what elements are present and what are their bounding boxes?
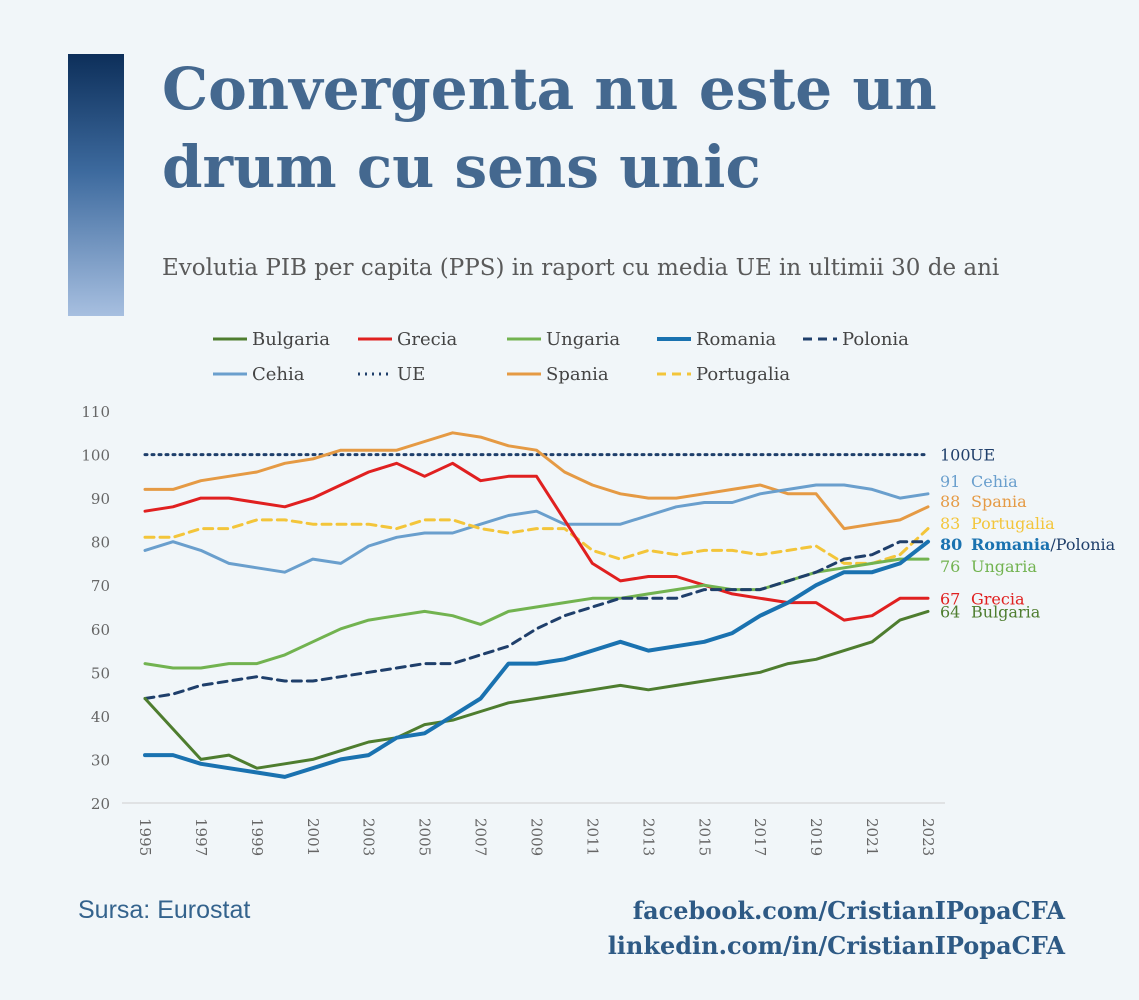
y-tick-label: 40 xyxy=(91,708,110,726)
linkedin-link[interactable]: linkedin.com/in/CristianIPopaCFA xyxy=(607,931,1065,960)
y-tick-label: 20 xyxy=(91,795,110,813)
end-label-value: 67 xyxy=(940,589,960,608)
x-tick-label: 2023 xyxy=(919,818,937,856)
end-label-name-2: /Polonia xyxy=(1050,535,1115,554)
legend-label-cehia: Cehia xyxy=(252,364,305,385)
y-tick-label: 110 xyxy=(81,403,110,421)
legend-label-grecia: Grecia xyxy=(397,329,457,350)
x-tick-label: 2013 xyxy=(639,818,657,856)
legend-label-ue: UE xyxy=(397,364,425,385)
end-label-name: Romania xyxy=(971,535,1050,554)
x-tick-label: 1997 xyxy=(192,818,210,856)
x-tick-label: 2005 xyxy=(416,818,434,856)
accent-bar xyxy=(68,54,124,316)
facebook-link[interactable]: facebook.com/CristianIPopaCFA xyxy=(632,896,1065,925)
y-tick-label: 70 xyxy=(91,577,110,595)
x-tick-label: 2007 xyxy=(472,818,490,856)
end-label-name: Portugalia xyxy=(971,514,1055,533)
y-tick-label: 60 xyxy=(91,621,110,639)
y-tick-label: 100 xyxy=(81,447,110,465)
end-label-value: 100 xyxy=(940,446,971,465)
end-label-value: 88 xyxy=(940,492,960,511)
page-title: Convergenta nu este un drum cu sens unic xyxy=(162,55,937,201)
y-tick-label: 90 xyxy=(91,490,110,508)
end-label-name: Bulgaria xyxy=(971,602,1041,621)
y-tick-label: 80 xyxy=(91,534,110,552)
x-tick-label: 2003 xyxy=(360,818,378,856)
legend-label-ungaria: Ungaria xyxy=(546,329,620,350)
chart-subtitle: Evolutia PIB per capita (PPS) in raport … xyxy=(162,255,1000,281)
x-tick-label: 2015 xyxy=(695,818,713,856)
end-label-value: 64 xyxy=(940,602,960,621)
source-note: Sursa: Eurostat xyxy=(78,896,251,924)
series-line-portugalia xyxy=(143,518,930,565)
series-line-ungaria xyxy=(143,557,930,670)
social-links: facebook.com/CristianIPopaCFA linkedin.c… xyxy=(608,893,1065,963)
x-tick-label: 2021 xyxy=(863,818,881,856)
series-line-cehia xyxy=(143,483,930,574)
series-line-grecia xyxy=(143,461,930,622)
series-line-romania xyxy=(143,539,930,779)
x-tick-label: 2017 xyxy=(751,818,769,856)
end-label-name: Ungaria xyxy=(971,557,1037,576)
legend-label-polonia: Polonia xyxy=(842,329,909,350)
x-tick-label: 2019 xyxy=(807,818,825,856)
end-label-name: Cehia xyxy=(971,472,1018,491)
legend-label-spania: Spania xyxy=(546,364,609,385)
end-label-value: 80 xyxy=(940,535,962,554)
x-tick-label: 1999 xyxy=(248,818,266,856)
legend-label-romania: Romania xyxy=(696,329,777,350)
series-line-spania xyxy=(143,431,930,531)
y-tick-label: 30 xyxy=(91,751,110,769)
end-label-value: 76 xyxy=(940,557,960,576)
end-label-name: UE xyxy=(970,446,995,465)
end-label-name: Grecia xyxy=(971,589,1025,608)
end-label-value: 91 xyxy=(940,472,960,491)
x-tick-label: 2001 xyxy=(304,818,322,856)
x-tick-label: 2011 xyxy=(583,818,601,856)
end-label-name: Spania xyxy=(971,492,1027,511)
legend-label-bulgaria: Bulgaria xyxy=(252,329,330,350)
legend-label-portugalia: Portugalia xyxy=(696,364,790,385)
end-label-value: 83 xyxy=(940,514,960,533)
x-tick-label: 1995 xyxy=(136,818,154,856)
y-tick-label: 50 xyxy=(91,664,110,682)
series-line-polonia xyxy=(143,540,930,700)
series-line-bulgaria xyxy=(143,609,930,770)
x-tick-label: 2009 xyxy=(528,818,546,856)
